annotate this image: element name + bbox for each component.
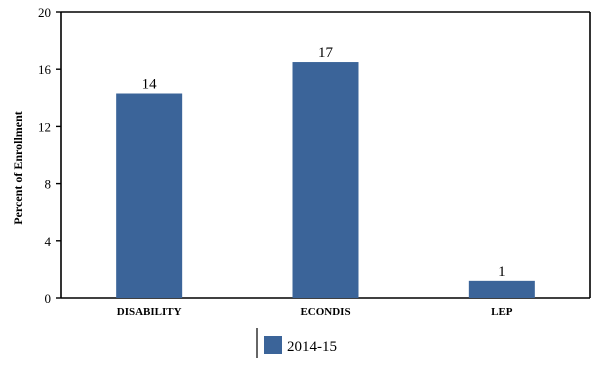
bars: 14 17 1: [116, 45, 535, 298]
x-tick-label-econdis: ECONDIS: [300, 306, 350, 318]
x-axis-labels: DISABILITY ECONDIS LEP: [117, 306, 513, 318]
legend[interactable]: 2014-15: [256, 328, 337, 358]
bar-disability: [116, 93, 183, 298]
x-tick-label-disability: DISABILITY: [117, 306, 182, 318]
y-axis-ticks: 0 4 8 12 16 20: [38, 5, 61, 306]
y-tick-label: 4: [45, 234, 52, 249]
y-tick-label: 20: [38, 5, 51, 20]
bar-econdis: [292, 62, 359, 298]
y-tick-label: 16: [38, 62, 52, 77]
y-tick-label: 0: [45, 291, 52, 306]
y-tick-label: 8: [45, 177, 52, 192]
data-label-disability: 14: [142, 77, 158, 93]
bar-lep: [468, 280, 535, 298]
x-tick-label-lep: LEP: [491, 306, 513, 318]
legend-swatch: [264, 336, 282, 354]
y-axis-title: Percent of Enrollment: [11, 111, 25, 225]
data-label-econdis: 17: [318, 45, 334, 61]
y-tick-label: 12: [38, 119, 51, 134]
legend-label: 2014-15: [287, 339, 337, 355]
data-label-lep: 1: [498, 264, 506, 280]
